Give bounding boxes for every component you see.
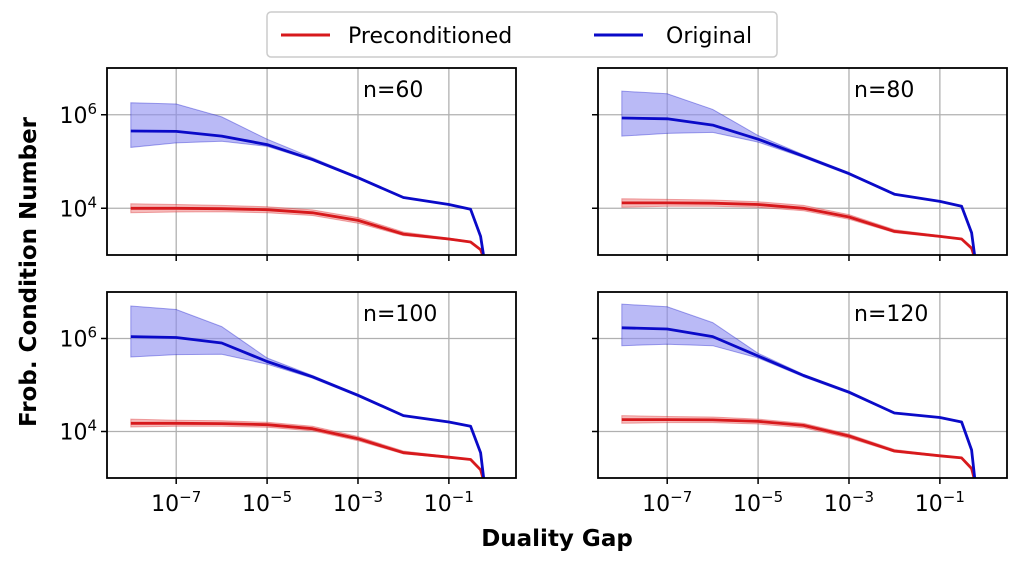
panel-3: 10−7 10−5 10−3 10−1 104 106 n=100 — [59, 291, 517, 517]
axes-frame — [106, 291, 517, 479]
series-line-preconditioned — [130, 421, 485, 478]
panel-label: n=120 — [854, 302, 928, 327]
panel-4: 10−7 10−5 10−3 10−1 n=120 — [592, 291, 1008, 517]
axes-frame — [106, 67, 517, 256]
plot-area — [130, 102, 485, 255]
x-tick-label: 10−5 — [733, 488, 783, 517]
y-axis-title: Frob. Condition Number — [16, 116, 42, 427]
series-line-original — [621, 326, 977, 478]
y-tick-label: 104 — [59, 193, 97, 222]
panel-label: n=100 — [363, 302, 437, 327]
x-tick-label: 10−1 — [915, 488, 965, 517]
series-line-preconditioned — [130, 206, 485, 255]
plot-area — [621, 90, 977, 255]
x-axis-title: Duality Gap — [481, 526, 633, 552]
axes-frame — [597, 67, 1008, 256]
y-tick-label: 106 — [59, 324, 97, 353]
x-tick-label: 10−1 — [424, 488, 474, 517]
panels: 104 106 n=60 n=80 10−7 10−5 10−3 10−1 104 106 n=10… — [59, 67, 1008, 517]
legend: Preconditioned Original — [266, 11, 778, 58]
x-tick-label: 10−7 — [642, 488, 692, 517]
x-tick-label: 10−3 — [333, 488, 383, 517]
panel-2: n=80 — [592, 67, 1008, 261]
legend-label-preconditioned: Preconditioned — [348, 24, 512, 49]
legend-label-original: Original — [666, 24, 752, 49]
panel-label: n=80 — [854, 78, 914, 103]
axes-frame — [597, 291, 1008, 479]
series-line-original — [621, 116, 977, 255]
panel-label: n=60 — [363, 78, 423, 103]
series-line-preconditioned — [621, 418, 976, 478]
plot-area — [130, 305, 486, 478]
legend-frame — [266, 11, 778, 58]
series-line-preconditioned — [621, 201, 976, 255]
x-tick-label: 10−5 — [242, 488, 292, 517]
x-tick-label: 10−3 — [824, 488, 874, 517]
plot-area — [621, 303, 977, 478]
series-line-original — [130, 129, 485, 255]
y-tick-label: 106 — [59, 100, 97, 129]
series-line-original — [130, 335, 486, 478]
x-tick-label: 10−7 — [151, 488, 201, 517]
panel-1: 104 106 n=60 — [59, 67, 517, 261]
y-tick-label: 104 — [59, 417, 97, 446]
